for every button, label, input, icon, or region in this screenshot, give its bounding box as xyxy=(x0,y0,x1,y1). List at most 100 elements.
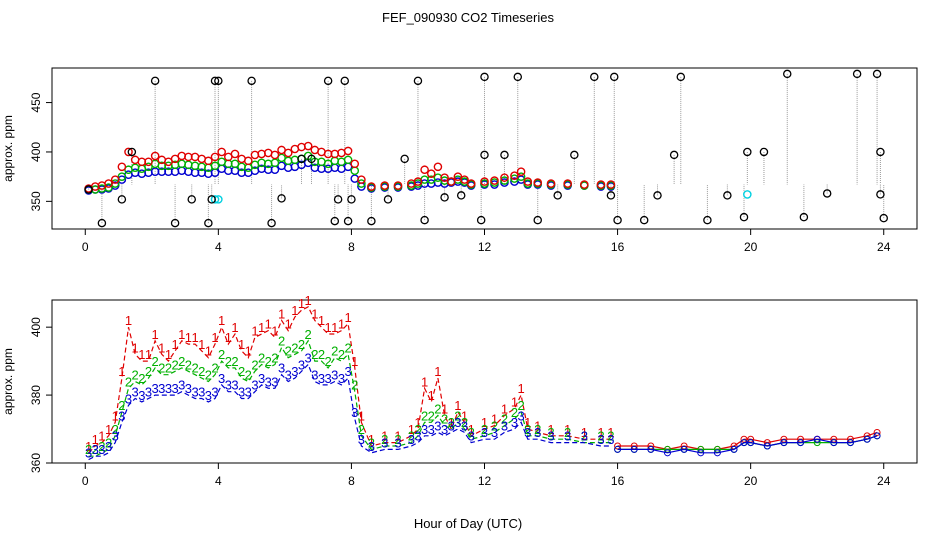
series-3-late-point xyxy=(763,442,771,450)
series-1-point xyxy=(270,150,280,160)
series-2-label: 2 xyxy=(454,408,461,423)
series-2-label: 2 xyxy=(318,347,325,362)
series-2-label: 2 xyxy=(231,354,238,369)
raw-point xyxy=(170,218,180,228)
series-3-label: 3 xyxy=(278,361,285,376)
series-1-label: 1 xyxy=(344,310,351,325)
series-2-label: 2 xyxy=(381,432,388,447)
series-1-label: 1 xyxy=(448,415,455,430)
series-1-label: 1 xyxy=(511,395,518,410)
series-3-label: 3 xyxy=(414,429,421,444)
raw-point xyxy=(500,150,509,160)
series-2-point xyxy=(343,155,353,165)
series-3-label: 3 xyxy=(325,371,332,386)
series-3-label: 3 xyxy=(368,439,375,454)
series-1-label: 1 xyxy=(145,347,152,362)
series-1-point xyxy=(440,173,449,182)
series-1-label: 1 xyxy=(564,422,571,437)
series-3-late-point xyxy=(747,439,755,447)
top-x-tick-label: 12 xyxy=(478,240,492,254)
series-3-late-point xyxy=(730,445,738,453)
bottom-y-axis-label: approx. ppm xyxy=(1,348,15,415)
raw-point xyxy=(759,147,769,157)
series-2-label: 2 xyxy=(481,422,488,437)
series-3-label: 3 xyxy=(138,388,145,403)
series-1-point xyxy=(204,156,213,166)
series-1-label: 1 xyxy=(171,337,178,352)
bottom-y-tick-label: 360 xyxy=(29,453,43,473)
raw-point xyxy=(214,76,223,86)
series-2-label: 2 xyxy=(461,415,468,430)
bottom-y-tick-label: 400 xyxy=(29,317,43,337)
upper-panel: 0 4 8 12 16 20 24 350 400 450 approx. ppm xyxy=(1,67,918,254)
series-1-label: 1 xyxy=(291,303,298,318)
series-3-label: 3 xyxy=(564,429,571,444)
top-y-tick-label: 350 xyxy=(29,191,43,211)
series-3-late-point xyxy=(813,435,821,443)
series-3-label: 3 xyxy=(394,435,401,450)
series-1-label: 1 xyxy=(534,418,541,433)
raw-point xyxy=(476,215,486,225)
raw-point xyxy=(610,72,619,82)
series-3-label: 3 xyxy=(112,429,119,444)
series-1-label: 1 xyxy=(191,330,198,345)
top-x-tick-label: 24 xyxy=(877,240,891,254)
series-2-label: 2 xyxy=(152,354,159,369)
series-2-label: 2 xyxy=(305,327,312,342)
raw-point xyxy=(330,216,340,226)
series-1-label: 1 xyxy=(581,425,588,440)
series-1-point xyxy=(380,181,389,190)
series-1-label: 1 xyxy=(205,344,212,359)
series-2-label: 2 xyxy=(517,398,524,413)
bottom-x-tick-label: 24 xyxy=(877,474,891,488)
series-2-label: 2 xyxy=(211,361,218,376)
series-1-label: 1 xyxy=(112,408,119,423)
series-1-label: 1 xyxy=(118,364,125,379)
series-1-point xyxy=(144,157,153,167)
series-3-label: 3 xyxy=(461,418,468,433)
series-1-label: 1 xyxy=(394,429,401,444)
top-y-tick-label: 400 xyxy=(29,142,43,162)
raw-point xyxy=(97,218,107,228)
series-1-point xyxy=(217,147,226,157)
series-1-point xyxy=(606,180,616,189)
raw-point xyxy=(347,195,356,204)
series-3-label: 3 xyxy=(165,381,172,396)
series-1-label: 1 xyxy=(105,422,112,437)
raw-point xyxy=(743,147,752,157)
series-1-point xyxy=(563,179,572,188)
series-1-label: 1 xyxy=(258,320,265,335)
series-2-label: 2 xyxy=(112,422,119,437)
series-3-label: 3 xyxy=(152,381,159,396)
series-1-point xyxy=(533,178,543,187)
raw-point xyxy=(653,191,662,200)
raw-point xyxy=(150,76,160,86)
series-1-label: 1 xyxy=(245,344,252,359)
raw-point xyxy=(703,215,712,225)
series-1-line xyxy=(88,305,611,454)
series-3-label: 3 xyxy=(311,368,318,383)
series-3-label: 3 xyxy=(238,384,245,399)
series-3-label: 3 xyxy=(258,371,265,386)
raw-point xyxy=(267,218,276,228)
series-3-label: 3 xyxy=(265,374,272,389)
series-1-label: 1 xyxy=(325,320,332,335)
series-3-label: 3 xyxy=(298,357,305,372)
series-cyan-flag-point xyxy=(210,195,220,204)
series-1-point xyxy=(446,177,456,186)
series-3-label: 3 xyxy=(338,371,345,386)
series-2-point xyxy=(357,179,366,188)
series-3-late-point xyxy=(846,439,854,447)
series-2-label: 2 xyxy=(285,344,292,359)
series-2-line xyxy=(88,339,611,457)
series-2-label: 2 xyxy=(138,371,145,386)
series-3-label: 3 xyxy=(92,442,99,457)
series-1-point xyxy=(510,171,519,180)
bottom-x-tick-label: 12 xyxy=(478,474,492,488)
raw-point xyxy=(739,212,749,222)
series-1-point xyxy=(303,141,313,151)
series-3-label: 3 xyxy=(511,415,518,430)
series-1-point xyxy=(357,175,366,184)
series-1-label: 1 xyxy=(278,306,285,321)
series-2-label: 2 xyxy=(245,368,252,383)
